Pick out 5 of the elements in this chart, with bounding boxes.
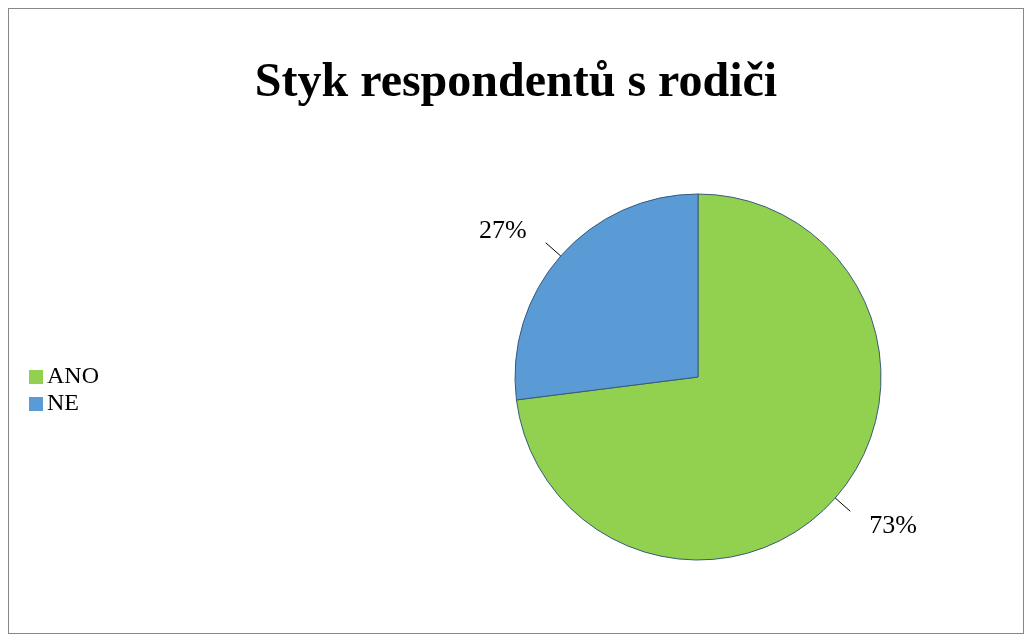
legend-label: NE xyxy=(47,389,79,415)
chart-title: Styk respondentů s rodiči xyxy=(253,51,779,108)
legend-label: ANO xyxy=(47,362,99,388)
data-label: 27% xyxy=(479,215,527,245)
data-label: 73% xyxy=(869,509,917,539)
